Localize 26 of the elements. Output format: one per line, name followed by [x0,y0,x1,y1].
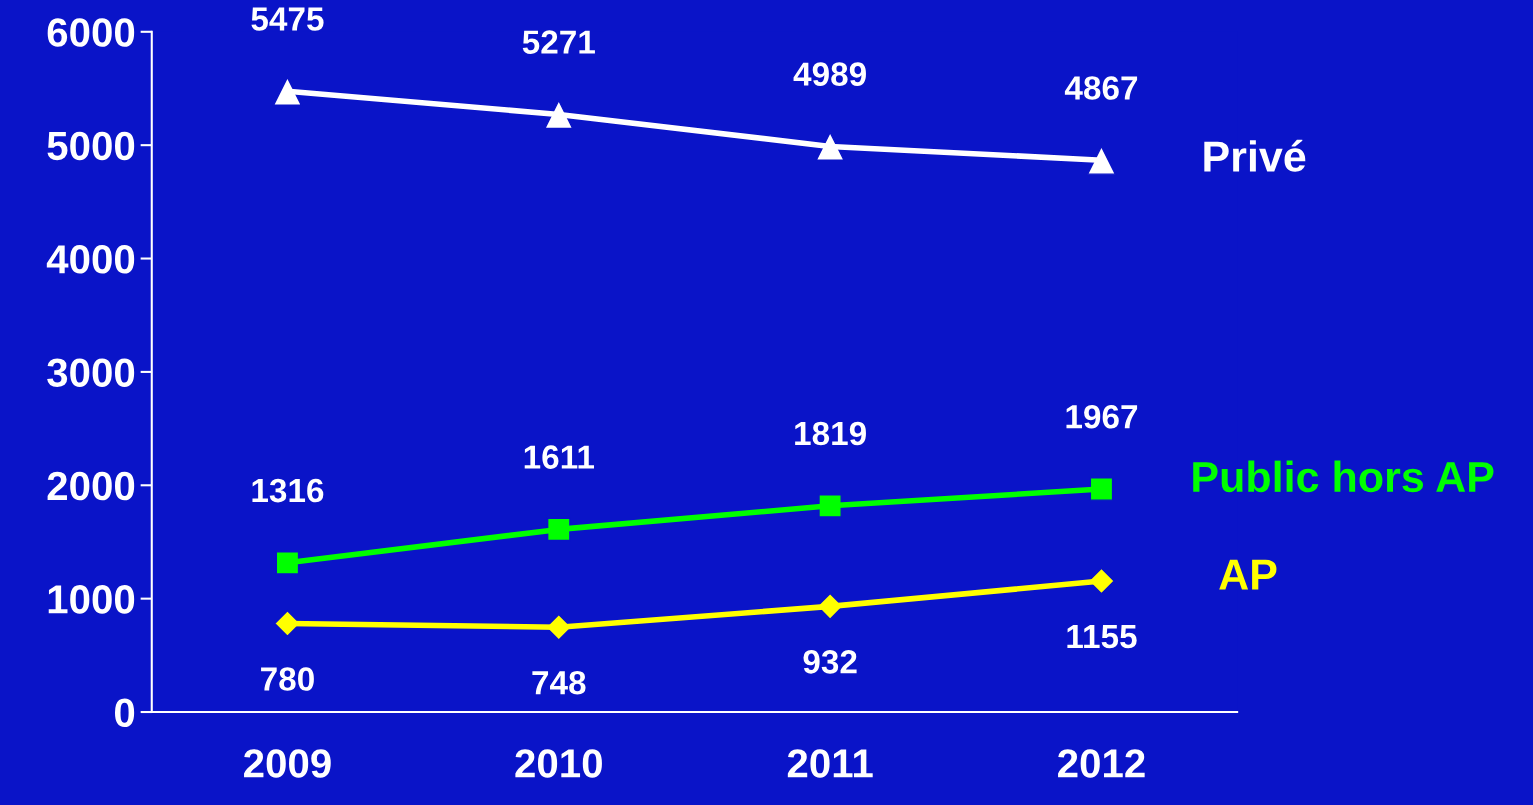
x-tick-label: 2011 [787,749,873,778]
data-label: 1316 [252,478,324,503]
x-tick-label: 2010 [515,749,602,778]
data-label: 5475 [251,7,324,31]
x-tick-label: 2009 [244,749,331,778]
data-label: 1967 [1066,404,1138,429]
y-tick-label: 2000 [47,471,135,501]
y-tick-label: 1000 [48,585,135,614]
y-tick-label: 4000 [46,245,135,274]
data-label: 5271 [522,30,595,54]
data-label: 780 [261,667,314,691]
data-label: 932 [803,650,857,674]
data-label: 1819 [795,421,866,446]
data-label: 1155 [1067,625,1137,649]
data-label: 4989 [793,62,866,86]
series-label: Public hors AP [1193,460,1494,493]
data-label: 4867 [1064,76,1138,100]
x-tick-label: 2012 [1058,749,1145,778]
y-tick-label: 0 [114,698,135,728]
data-label: 748 [532,670,586,695]
y-tick-label: 5000 [47,131,135,161]
y-tick-label: 6000 [47,18,135,47]
text: AP [1219,559,1277,590]
text: Privé [1204,139,1306,172]
data-label: 1611 [524,445,595,469]
y-tick-label: 3000 [47,358,135,387]
